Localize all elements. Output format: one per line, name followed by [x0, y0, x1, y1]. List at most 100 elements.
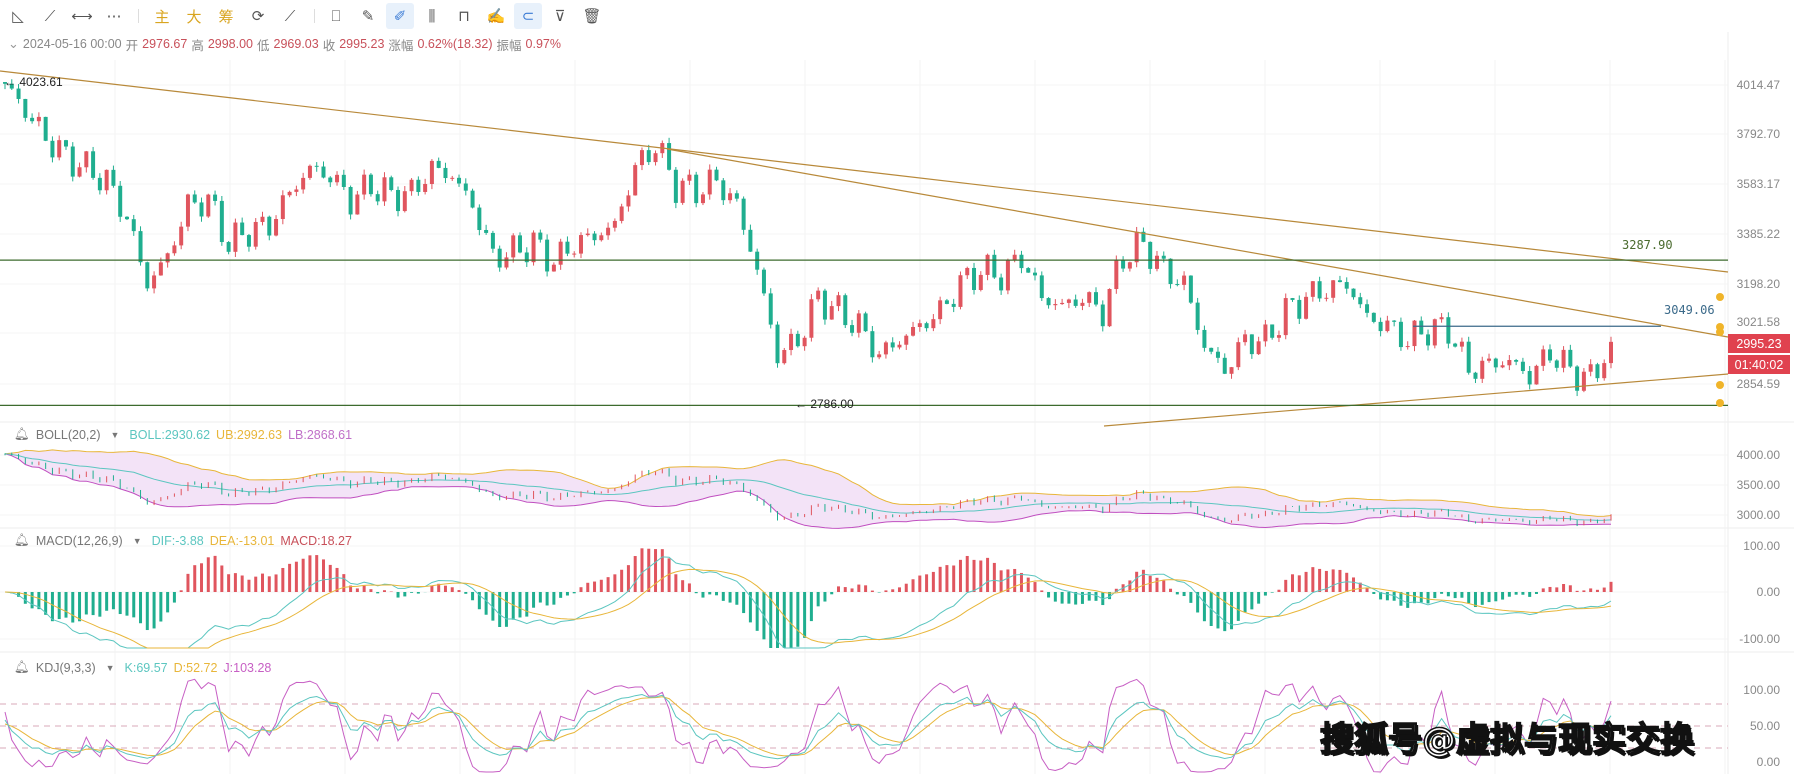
caret-down-icon[interactable]: ▼ [132, 535, 142, 546]
watermark: 搜狐号@虚拟与现实交换 [1319, 719, 1695, 761]
candle-body [1175, 284, 1180, 286]
candle-body [511, 235, 516, 258]
candle-body [1161, 255, 1166, 259]
candle-body [538, 232, 543, 240]
draw-sync-icon[interactable]: ⟳ [251, 8, 265, 25]
ruler-icon[interactable]: ✎ [361, 8, 375, 25]
candle-body [545, 239, 550, 272]
macd-tick-label: -100.00 [1739, 632, 1780, 646]
filter-icon[interactable]: ⊽ [554, 8, 566, 25]
more-icon[interactable]: ⋯ [106, 8, 122, 25]
bookmark-icon[interactable]: ⎕ [331, 7, 341, 25]
triangle-tool-icon[interactable]: ◺ [12, 8, 24, 25]
candle-body [260, 216, 265, 222]
candle-body [1412, 320, 1417, 347]
candle-body [1182, 275, 1187, 285]
candle-body [619, 206, 624, 221]
caret-down-icon[interactable]: ▼ [110, 429, 120, 440]
candle-body [944, 300, 949, 304]
delete-icon[interactable]: 🗑 [582, 8, 602, 25]
boll-tick-label: 4000.00 [1736, 448, 1780, 462]
candle-body [633, 165, 638, 196]
main-chart-button[interactable]: 主 [154, 8, 170, 26]
candle-body [1243, 334, 1248, 343]
candle-body [1500, 365, 1505, 368]
kdj-name[interactable]: KDJ(9,3,3) [35, 660, 96, 675]
price-tick-label: 3792.70 [1736, 127, 1780, 141]
candle-body [1154, 255, 1159, 269]
candle-body [118, 185, 123, 217]
drawing-toolbar: ◺ ⟋ ⟷ ⋯ 主大筹 ⟳ ⟋ ⎕ ✎ ✐ ⫼ ⊓ ✍ ⊂ ⊽ 🗑 [0, 0, 1794, 32]
large-chart-button[interactable]: 大 [186, 8, 202, 26]
macd-name[interactable]: MACD(12,26,9) [35, 533, 123, 548]
candle-body [1561, 349, 1566, 368]
candle-body [1093, 292, 1098, 305]
bell-icon[interactable]: 🔔︎ [14, 533, 30, 547]
collapse-icon[interactable]: ⌄ [8, 36, 19, 51]
candle-body [850, 325, 855, 333]
candlestick-type-icon[interactable]: ⫼ [428, 7, 436, 25]
candle-body [124, 216, 129, 220]
note-edit-icon[interactable]: ✍ [486, 8, 506, 25]
candle-body [1263, 324, 1268, 342]
candle-body [1060, 302, 1065, 305]
lock-icon[interactable]: ⊓ [458, 8, 470, 25]
candle-body [626, 195, 631, 207]
candle-body [816, 290, 821, 300]
candle-body [904, 335, 909, 345]
candle-body [700, 194, 705, 204]
candle-body [721, 180, 726, 201]
candle-body [572, 253, 577, 255]
horizontal-segment-icon[interactable]: ⟷ [71, 8, 93, 25]
hide-drawings-icon[interactable]: ⟋ [284, 7, 296, 25]
candle-body [111, 169, 116, 186]
low-label: 低 [257, 38, 270, 53]
candle-body [145, 262, 150, 289]
bell-icon[interactable]: 🔔︎ [14, 660, 30, 674]
candle-body [1121, 260, 1126, 269]
candle-body [612, 220, 617, 228]
candle-body [667, 143, 672, 170]
candle-body [3, 82, 7, 84]
candle-body [307, 165, 312, 178]
candle-body [1588, 364, 1593, 372]
candle-body [1290, 298, 1295, 300]
candle-body [1005, 259, 1010, 291]
candle-body [246, 235, 251, 247]
trend-line-middle [666, 148, 1729, 338]
candle-body [1392, 320, 1397, 322]
candle-body [599, 235, 604, 241]
candle-body [192, 194, 197, 203]
candle-body [416, 179, 421, 192]
candle-body [1459, 341, 1464, 347]
caret-down-icon[interactable]: ▼ [105, 662, 115, 673]
price-tick-label: 2854.59 [1736, 377, 1780, 391]
macd-header: 🔔︎ MACD(12,26,9) ▼ DIF:-3.88 DEA:-13.01 … [14, 533, 352, 548]
candle-body [870, 331, 875, 358]
amplitude-value: 0.97% [525, 37, 561, 51]
candle-body [1229, 367, 1234, 374]
bell-icon[interactable]: 🔔︎ [14, 427, 30, 441]
candle-body [1066, 299, 1071, 303]
candle-body [1358, 297, 1363, 305]
macd-dif-line [4, 556, 1612, 649]
macd-dea-line [4, 568, 1612, 649]
boll-name[interactable]: BOLL(20,2) [35, 427, 101, 442]
candle-body [1148, 241, 1153, 269]
close-label: 收 [322, 38, 336, 53]
trend-line-tool-icon[interactable]: ⟋ [44, 7, 56, 25]
last-price-tag: 2995.23 [1728, 334, 1790, 353]
pen-drawing-icon[interactable]: ✐ [386, 3, 414, 29]
magnet-icon[interactable]: ⊂ [514, 3, 542, 29]
candle-body [1337, 280, 1342, 283]
candle-body [436, 160, 441, 168]
candle-body [1514, 360, 1519, 362]
candle-body [707, 169, 712, 195]
candle-body [1324, 297, 1329, 299]
chip-distribution-button[interactable]: 筹 [218, 8, 234, 26]
candle-body [1236, 342, 1241, 368]
candle-body [1432, 319, 1437, 346]
candle-body [36, 116, 41, 122]
candle-body [653, 153, 658, 163]
